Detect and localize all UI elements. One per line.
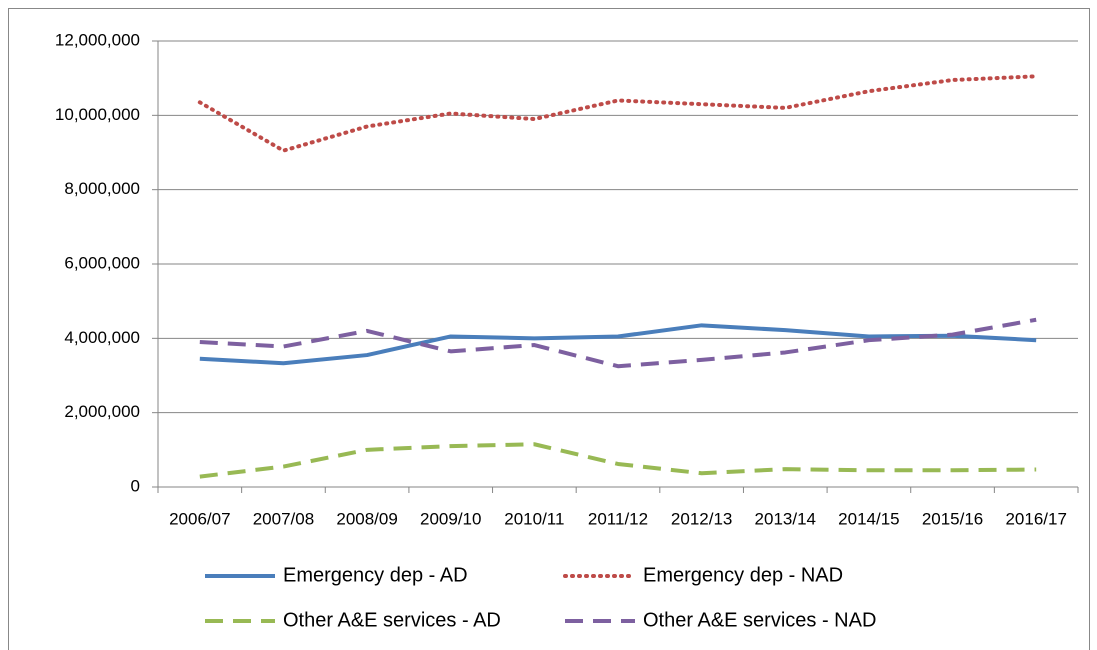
x-tick-label: 2007/08 [253,509,314,528]
legend-label: Other A&E services - NAD [643,609,876,631]
chart-border [8,8,1090,650]
y-tick-label: 2,000,000 [64,402,140,421]
x-tick-label: 2013/14 [755,509,816,528]
x-tick-label: 2014/15 [838,509,899,528]
series-line [199,442,1037,479]
series-line [199,323,1037,366]
x-tick-label: 2015/16 [922,509,983,528]
y-tick-label: 8,000,000 [64,179,140,198]
x-tick-label: 2006/07 [169,509,230,528]
y-tick-label: 0 [131,476,140,495]
x-tick-label: 2016/17 [1005,509,1066,528]
y-tick-label: 10,000,000 [55,105,140,124]
y-tick-label: 6,000,000 [64,253,140,272]
legend: Emergency dep - AD Emergency dep - NAD Oth… [205,564,876,631]
legend-label: Emergency dep - AD [283,564,468,586]
y-tick-label: 4,000,000 [64,328,140,347]
series-line [197,74,1039,153]
series-line [199,317,1037,369]
x-tick-label: 2010/11 [504,509,564,528]
legend-label: Other A&E services - AD [283,609,501,631]
legend-label: Emergency dep - NAD [643,564,843,586]
x-tick-label: 2009/10 [420,509,481,528]
x-tick-label: 2008/09 [336,509,397,528]
y-tick-label: 12,000,000 [55,30,140,49]
x-tick-label: 2012/13 [671,509,732,528]
x-tick-label: 2011/12 [588,509,648,528]
